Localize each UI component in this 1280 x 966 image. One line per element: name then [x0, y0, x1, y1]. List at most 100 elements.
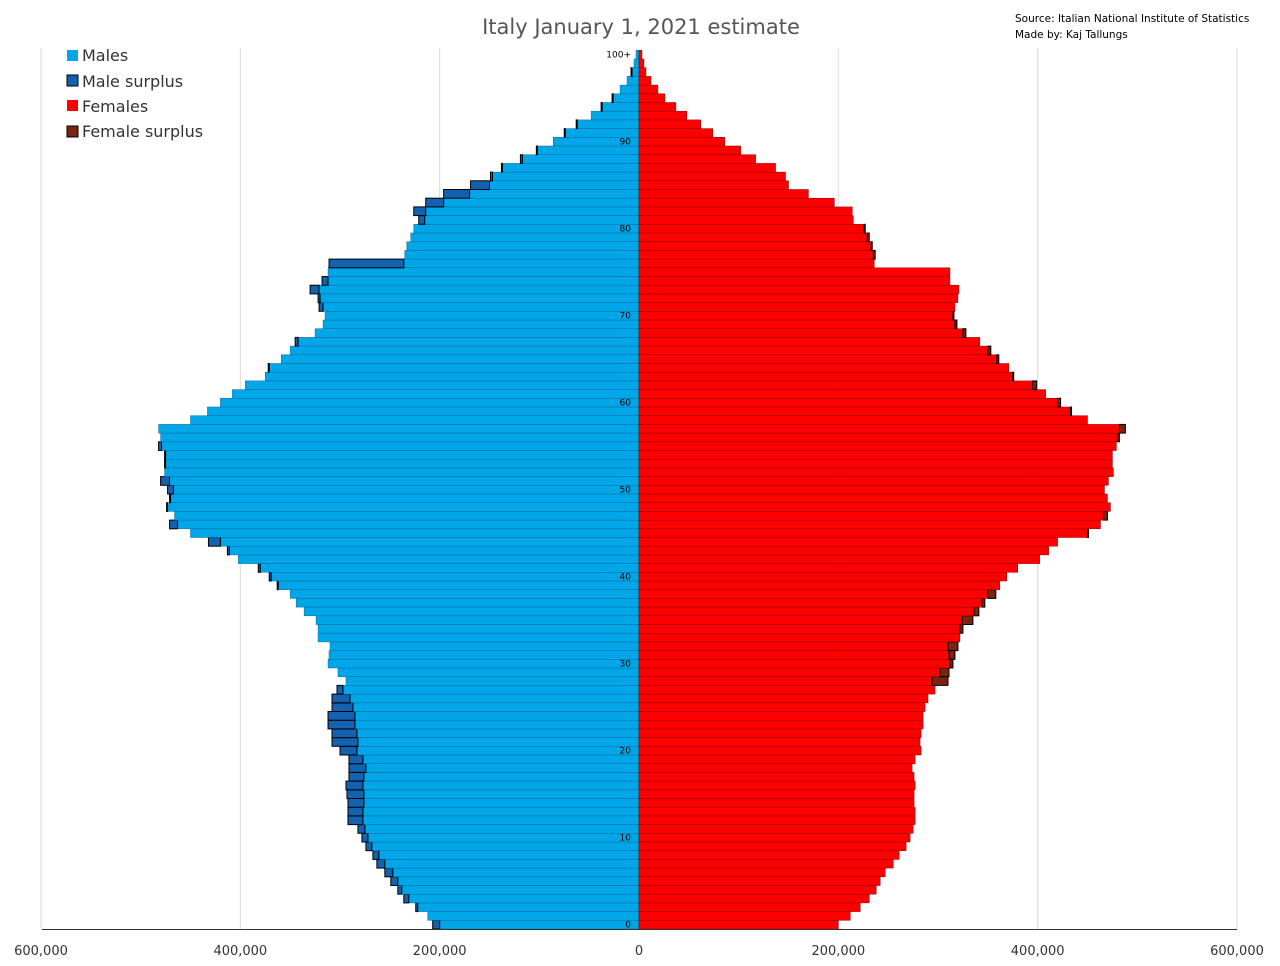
female-bar-age-0	[638, 920, 839, 930]
male-bar-age-5	[397, 876, 640, 886]
female-bar-age-6	[638, 867, 886, 878]
female-surplus-bar-age-45	[1087, 528, 1089, 538]
female-bar-age-89	[638, 145, 741, 155]
female-bar-age-11	[638, 824, 914, 834]
male-surplus-bar-age-6	[384, 867, 394, 878]
male-bar-age-92	[576, 119, 640, 129]
age-tick-label: 70	[620, 312, 632, 322]
female-surplus-bar-age-56	[1116, 432, 1120, 443]
male-bar-age-50	[173, 485, 640, 495]
female-bar-age-55	[638, 441, 1117, 451]
female-bar-age-73	[638, 284, 960, 295]
female-bar-age-46	[638, 519, 1101, 530]
male-bar-age-27	[342, 685, 640, 695]
male-bar-age-77	[404, 250, 640, 260]
female-surplus-bar-age-68	[962, 328, 967, 338]
male-bar-age-40	[270, 572, 640, 582]
female-bar-age-23	[638, 719, 924, 730]
female-surplus-bar-age-28	[931, 676, 949, 686]
x-tick-labels: 600,000 400,000 200,000 0 200,000 400,000 600,…	[14, 944, 1264, 959]
male-bar-age-6	[392, 867, 640, 878]
male-bar-age-13	[362, 806, 640, 817]
male-surplus-bar-age-11	[357, 824, 366, 834]
male-bar-age-56	[160, 432, 640, 443]
female-bar-age-78	[638, 241, 872, 251]
female-bar-age-62	[638, 380, 1033, 390]
male-surplus-bar-age-16	[345, 780, 364, 791]
male-surplus-bar-age-76	[328, 258, 405, 269]
male-surplus-bar-age-98	[630, 67, 633, 77]
male-bar-age-46	[177, 519, 640, 530]
male-bar-age-63	[265, 371, 640, 382]
male-surplus-bar-age-81	[418, 215, 426, 225]
female-surplus-bar-age-79	[866, 232, 870, 243]
male-bar-age-62	[245, 380, 640, 390]
female-bar-age-79	[638, 232, 868, 242]
male-bar-age-9	[371, 841, 640, 851]
male-bar-age-71	[322, 302, 640, 312]
female-bar-age-92	[638, 119, 702, 129]
female-bar-age-71	[638, 302, 956, 312]
male-surplus-bar-age-50	[167, 484, 175, 495]
female-surplus-bar-age-36	[973, 606, 980, 617]
male-surplus-bar-age-64	[267, 363, 270, 373]
male-surplus-bar-age-23	[327, 719, 356, 730]
female-bar-age-87	[638, 163, 776, 173]
female-surplus-bar-age-37	[981, 597, 986, 608]
age-tick-label: 0	[625, 921, 631, 931]
female-bar-age-37	[638, 598, 983, 608]
female-surplus-bar-age-32	[947, 641, 959, 652]
male-surplus-bar-age-8	[372, 850, 380, 860]
female-bar-age-54	[638, 450, 1113, 460]
male-bar-age-81	[424, 215, 640, 225]
male-bar-age-52	[164, 467, 640, 477]
female-bar-age-77	[638, 250, 874, 260]
female-bar-age-19	[638, 754, 916, 764]
female-bar-age-32	[638, 641, 949, 651]
male-bar-age-87	[502, 163, 640, 173]
male-surplus-bar-age-48	[166, 502, 169, 512]
female-bar-age-74	[638, 276, 951, 286]
male-surplus-bar-age-21	[331, 737, 359, 747]
male-bar-age-70	[324, 311, 640, 321]
legend-item-female-surplus: Female surplus	[66, 122, 203, 141]
legend-swatch-males	[67, 50, 78, 61]
male-bar-age-82	[425, 206, 640, 216]
female-surplus-bar-age-62	[1032, 380, 1038, 391]
x-tick-label: 600,000	[1210, 944, 1264, 959]
male-bar-age-29	[337, 667, 640, 677]
male-bar-age-18	[365, 763, 640, 773]
bars-layer	[158, 50, 1126, 930]
male-bar-age-37	[295, 598, 640, 608]
female-bar-age-29	[638, 667, 941, 677]
male-surplus-bar-age-46	[169, 519, 179, 530]
x-tick-label: 400,000	[213, 944, 267, 959]
female-bar-age-58	[638, 415, 1088, 425]
male-bar-age-38	[289, 589, 640, 599]
female-bar-age-85	[638, 180, 789, 190]
male-surplus-bar-age-74	[321, 276, 329, 286]
male-surplus-bar-age-10	[361, 832, 369, 843]
female-bar-age-22	[638, 728, 922, 738]
female-bar-age-98	[638, 67, 647, 77]
age-tick-label: 60	[620, 399, 632, 409]
female-surplus-bar-age-66	[987, 345, 992, 356]
female-bar-age-65	[638, 354, 998, 364]
female-bar-age-90	[638, 137, 725, 147]
female-bar-age-9	[638, 841, 907, 851]
age-tick-label: 20	[620, 747, 632, 757]
male-bar-age-24	[354, 711, 640, 721]
age-tick-label: 40	[620, 573, 632, 583]
female-bar-age-15	[638, 789, 915, 799]
female-surplus-bar-age-77	[872, 249, 876, 260]
male-surplus-bar-age-5	[390, 876, 399, 886]
female-bar-age-4	[638, 885, 877, 895]
female-bar-age-48	[638, 502, 1111, 512]
legend-label-females: Females	[82, 97, 148, 116]
male-surplus-bar-age-94	[600, 102, 603, 112]
male-bar-age-61	[232, 389, 640, 399]
female-bar-age-76	[638, 258, 875, 269]
female-bar-age-75	[638, 267, 951, 277]
female-surplus-bar-age-31	[948, 650, 956, 660]
male-surplus-bar-age-72	[317, 293, 321, 304]
